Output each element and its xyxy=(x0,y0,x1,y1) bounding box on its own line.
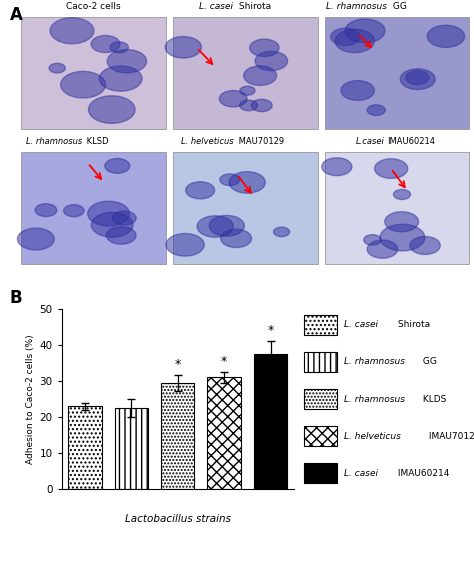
Circle shape xyxy=(251,99,272,112)
Circle shape xyxy=(50,18,94,44)
Circle shape xyxy=(273,227,290,237)
Circle shape xyxy=(18,228,55,250)
Circle shape xyxy=(335,29,374,53)
Circle shape xyxy=(220,174,239,185)
Text: *: * xyxy=(267,324,274,337)
Circle shape xyxy=(91,212,133,237)
Circle shape xyxy=(110,42,128,53)
Bar xyxy=(173,17,318,129)
Circle shape xyxy=(410,237,440,255)
Bar xyxy=(115,408,148,489)
Circle shape xyxy=(166,233,204,256)
Text: L. rhamnosus: L. rhamnosus xyxy=(26,137,82,146)
Circle shape xyxy=(331,28,360,46)
Circle shape xyxy=(322,158,352,176)
Bar xyxy=(304,463,337,483)
Circle shape xyxy=(165,37,201,58)
Text: L. casei: L. casei xyxy=(344,320,378,329)
Text: L. helveticus: L. helveticus xyxy=(181,137,233,146)
Text: IMAU60214: IMAU60214 xyxy=(387,137,436,146)
Text: L. rhamnosus: L. rhamnosus xyxy=(344,357,405,366)
Circle shape xyxy=(367,105,385,116)
Circle shape xyxy=(393,189,410,200)
Circle shape xyxy=(374,158,408,178)
Text: L. helveticus: L. helveticus xyxy=(344,432,401,441)
Text: KLDS: KLDS xyxy=(420,395,446,404)
Text: L.casei: L.casei xyxy=(356,137,385,146)
Bar xyxy=(208,378,241,489)
Text: GG: GG xyxy=(420,357,437,366)
Circle shape xyxy=(427,25,465,47)
Text: GG: GG xyxy=(390,2,407,11)
Bar xyxy=(161,383,194,489)
Text: Lactobacillus strains: Lactobacillus strains xyxy=(125,514,231,524)
Circle shape xyxy=(88,201,129,226)
Bar xyxy=(325,17,469,129)
Text: L. casei: L. casei xyxy=(344,469,378,478)
Circle shape xyxy=(229,171,265,193)
Circle shape xyxy=(106,226,136,244)
Circle shape xyxy=(197,216,233,237)
Bar xyxy=(304,426,337,446)
Y-axis label: Adhesion to Caco-2 cells (%): Adhesion to Caco-2 cells (%) xyxy=(26,334,35,464)
Text: IMAU60214: IMAU60214 xyxy=(394,469,449,478)
Text: A: A xyxy=(9,6,22,24)
Circle shape xyxy=(240,86,255,95)
Bar xyxy=(21,152,166,264)
Text: *: * xyxy=(174,357,181,370)
Text: MAU70129: MAU70129 xyxy=(236,137,284,146)
Circle shape xyxy=(406,71,429,84)
Circle shape xyxy=(221,229,252,247)
Bar xyxy=(173,152,318,264)
Text: IMAU70129: IMAU70129 xyxy=(426,432,474,441)
Circle shape xyxy=(385,212,419,232)
Circle shape xyxy=(49,64,65,73)
Circle shape xyxy=(345,19,385,43)
Circle shape xyxy=(89,96,135,124)
Circle shape xyxy=(91,35,120,53)
Bar xyxy=(21,17,166,129)
Circle shape xyxy=(341,80,374,101)
Circle shape xyxy=(112,211,136,225)
Circle shape xyxy=(239,100,257,111)
Circle shape xyxy=(250,39,279,57)
Text: L. rhamnosus: L. rhamnosus xyxy=(327,2,387,11)
Text: *: * xyxy=(221,355,228,368)
Circle shape xyxy=(61,71,106,98)
Circle shape xyxy=(244,66,277,85)
Bar xyxy=(68,406,101,489)
Circle shape xyxy=(219,90,247,107)
Text: L. rhamnosus: L. rhamnosus xyxy=(344,395,405,404)
Text: Shirota: Shirota xyxy=(394,320,430,329)
Circle shape xyxy=(100,66,142,91)
Circle shape xyxy=(209,215,244,236)
Bar xyxy=(304,389,337,409)
Text: B: B xyxy=(9,289,22,307)
Circle shape xyxy=(367,240,398,258)
Circle shape xyxy=(186,182,215,199)
Circle shape xyxy=(35,203,57,216)
Circle shape xyxy=(105,158,130,173)
Circle shape xyxy=(255,51,288,71)
Circle shape xyxy=(64,205,84,217)
Circle shape xyxy=(380,224,425,251)
Text: Caco-2 cells: Caco-2 cells xyxy=(66,2,121,11)
Bar xyxy=(254,354,287,489)
Bar xyxy=(304,352,337,372)
Bar xyxy=(325,152,469,264)
Text: Shirota: Shirota xyxy=(236,2,271,11)
Text: L. casei: L. casei xyxy=(200,2,233,11)
Text: KLSD: KLSD xyxy=(84,137,109,146)
Circle shape xyxy=(364,235,381,245)
Circle shape xyxy=(400,69,435,89)
Circle shape xyxy=(107,49,146,73)
Bar xyxy=(304,315,337,335)
